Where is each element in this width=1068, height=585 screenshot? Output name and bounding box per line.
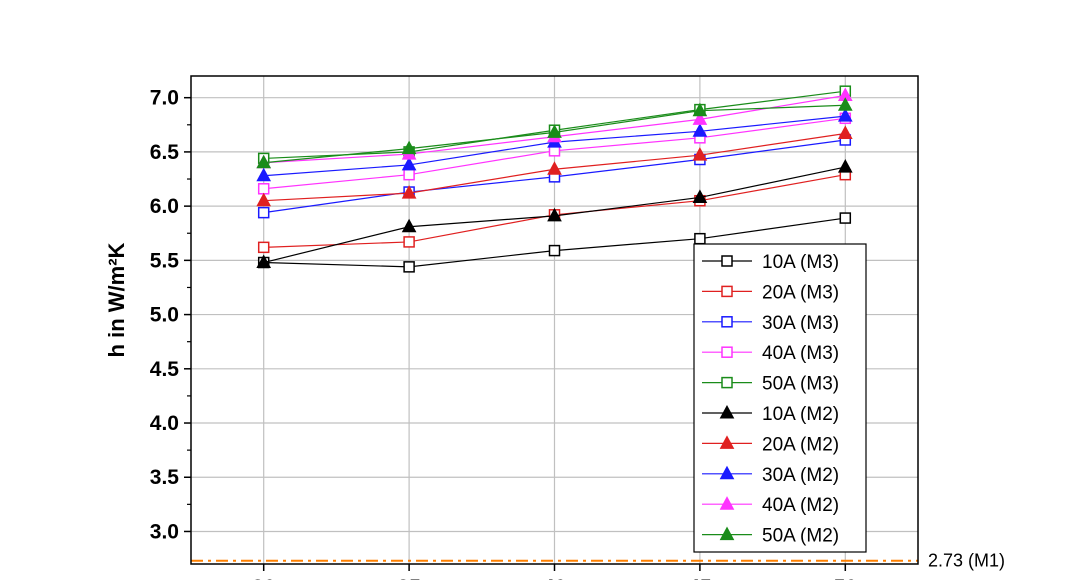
x-tick-label: 30 — [252, 576, 275, 580]
legend-item: 40A (M2) — [702, 495, 839, 516]
data-point — [401, 218, 417, 233]
legend-label: 20A (M3) — [762, 282, 839, 303]
data-point — [837, 159, 853, 173]
legend-marker — [719, 496, 735, 510]
legend-label: 20A (M2) — [762, 434, 839, 455]
y-tick-label: 4.0 — [150, 412, 179, 435]
y-tick-label: 7.0 — [150, 87, 179, 110]
legend-marker — [721, 346, 733, 358]
data-point — [257, 183, 270, 195]
data-point — [256, 192, 272, 207]
legend-item: 20A (M3) — [702, 282, 839, 303]
y-tick-label: 6.0 — [150, 195, 179, 218]
data-point — [692, 102, 708, 117]
data-point — [256, 254, 272, 269]
x-tick-label: 50 — [834, 576, 857, 580]
series-6 — [256, 125, 853, 207]
legend-item: 50A (M2) — [702, 526, 839, 547]
axis-frame — [190, 75, 919, 565]
data-point — [256, 154, 272, 169]
data-point — [547, 207, 562, 222]
data-point — [694, 232, 706, 245]
legend-label: 30A (M3) — [762, 313, 839, 334]
legend-label: 50A (M2) — [762, 526, 839, 547]
data-point — [403, 261, 415, 273]
legend-item: 10A (M3) — [702, 252, 839, 273]
y-axis-title: h in W/m²K — [104, 242, 129, 357]
x-tick-label: 45 — [688, 576, 712, 580]
data-point — [547, 161, 562, 175]
legend-item: 10A (M2) — [702, 404, 839, 425]
legend-marker — [719, 404, 735, 419]
y-tick-label: 4.5 — [150, 358, 180, 381]
legend-label: 40A (M3) — [762, 343, 839, 364]
y-tick-label: 3.5 — [150, 466, 180, 489]
data-point — [401, 140, 417, 155]
x-tick-label: 40 — [543, 576, 566, 580]
legend-marker — [721, 255, 733, 267]
data-point — [692, 147, 708, 161]
legend: 10A (M3) 20A (M3) 30A (M3) 40A (M3) 50A (M3)… — [693, 243, 867, 553]
y-tick-label: 3.0 — [150, 520, 179, 543]
data-point — [256, 167, 272, 182]
legend-marker — [721, 285, 733, 298]
data-point — [692, 189, 708, 203]
legend-marker — [719, 526, 735, 541]
legend-item: 40A (M3) — [702, 343, 839, 364]
legend-label: 30A (M2) — [762, 465, 839, 486]
y-tick-label: 5.0 — [150, 304, 179, 327]
legend-item: 30A (M2) — [702, 465, 839, 486]
legend-label: 50A (M3) — [762, 374, 839, 395]
legend-marker — [721, 376, 733, 389]
data-point — [403, 168, 415, 181]
legend-item: 20A (M2) — [702, 434, 839, 455]
data-point — [692, 111, 708, 125]
series-5 — [256, 159, 853, 269]
legend-label: 10A (M2) — [762, 404, 839, 425]
data-point — [257, 206, 270, 219]
data-point — [837, 125, 853, 139]
legend-label: 10A (M3) — [762, 252, 839, 273]
data-point — [401, 156, 417, 171]
legend-marker — [721, 316, 733, 328]
legend-marker — [719, 435, 735, 449]
y-tick-label: 6.5 — [150, 141, 180, 164]
data-point — [403, 236, 415, 248]
data-point — [837, 108, 853, 122]
y-tick-label: 5.5 — [150, 249, 180, 272]
data-point — [839, 212, 852, 224]
legend-item: 50A (M3) — [702, 374, 839, 395]
legend-item: 30A (M3) — [702, 313, 839, 334]
legend-label: 40A (M2) — [762, 495, 839, 516]
data-point — [837, 97, 853, 111]
data-point — [547, 124, 562, 138]
data-point — [401, 185, 417, 199]
data-point — [257, 241, 270, 254]
data-point — [548, 244, 561, 257]
x-tick-label: 35 — [397, 576, 421, 580]
series-9 — [256, 97, 853, 169]
legend-marker — [719, 465, 735, 480]
data-point — [692, 123, 708, 137]
reference-line-label: 2.73 (M1) — [928, 551, 1005, 571]
